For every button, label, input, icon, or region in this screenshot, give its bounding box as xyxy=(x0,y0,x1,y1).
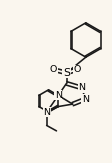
Text: N: N xyxy=(43,108,50,117)
Text: N: N xyxy=(78,83,85,92)
Text: O: O xyxy=(50,65,57,74)
Text: S: S xyxy=(62,68,69,78)
Text: O: O xyxy=(73,65,80,74)
Text: N: N xyxy=(54,91,61,100)
Text: N: N xyxy=(81,95,88,104)
